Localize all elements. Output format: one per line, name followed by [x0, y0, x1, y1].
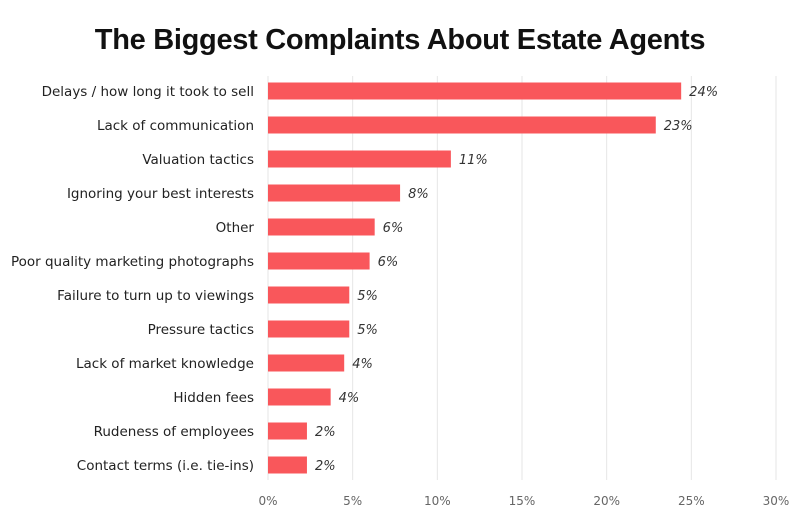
data-label: 6% — [378, 255, 399, 270]
bar — [268, 218, 375, 236]
category-label: Rudeness of employees — [94, 424, 254, 440]
data-label: 23% — [664, 119, 693, 134]
bar — [268, 354, 345, 372]
category-label: Failure to turn up to viewings — [57, 288, 254, 304]
category-label: Pressure tactics — [148, 322, 254, 338]
category-label: Lack of market knowledge — [76, 356, 254, 372]
chart-title: The Biggest Complaints About Estate Agen… — [94, 24, 706, 56]
data-label: 8% — [408, 187, 429, 202]
data-label: 4% — [339, 391, 360, 406]
bar — [268, 116, 656, 134]
bar — [268, 320, 350, 338]
bar — [268, 456, 307, 474]
data-label: 24% — [689, 85, 718, 100]
x-tick-label: 25% — [678, 494, 705, 508]
data-label: 5% — [357, 323, 378, 338]
bar — [268, 388, 331, 406]
category-label: Other — [216, 220, 255, 236]
data-label: 4% — [352, 357, 373, 372]
data-label: 11% — [459, 153, 488, 168]
category-label: Ignoring your best interests — [67, 186, 254, 202]
bar — [268, 82, 682, 100]
category-label: Lack of communication — [97, 118, 254, 134]
data-label: 2% — [315, 459, 336, 474]
bar — [268, 184, 401, 202]
data-label: 2% — [315, 425, 336, 440]
bar — [268, 252, 370, 270]
bar — [268, 286, 350, 304]
x-tick-label: 15% — [509, 494, 536, 508]
category-label: Valuation tactics — [142, 152, 254, 168]
category-label: Poor quality marketing photographs — [11, 254, 254, 270]
category-label: Hidden fees — [173, 390, 254, 406]
bar — [268, 150, 451, 168]
bar — [268, 422, 307, 440]
x-tick-label: 0% — [258, 494, 277, 508]
data-label: 5% — [357, 289, 378, 304]
x-tick-label: 10% — [424, 494, 451, 508]
category-label: Contact terms (i.e. tie-ins) — [77, 458, 254, 474]
x-tick-label: 5% — [343, 494, 362, 508]
category-label: Delays / how long it took to sell — [42, 84, 254, 100]
x-tick-label: 30% — [763, 494, 790, 508]
data-label: 6% — [383, 221, 404, 236]
x-tick-label: 20% — [593, 494, 620, 508]
